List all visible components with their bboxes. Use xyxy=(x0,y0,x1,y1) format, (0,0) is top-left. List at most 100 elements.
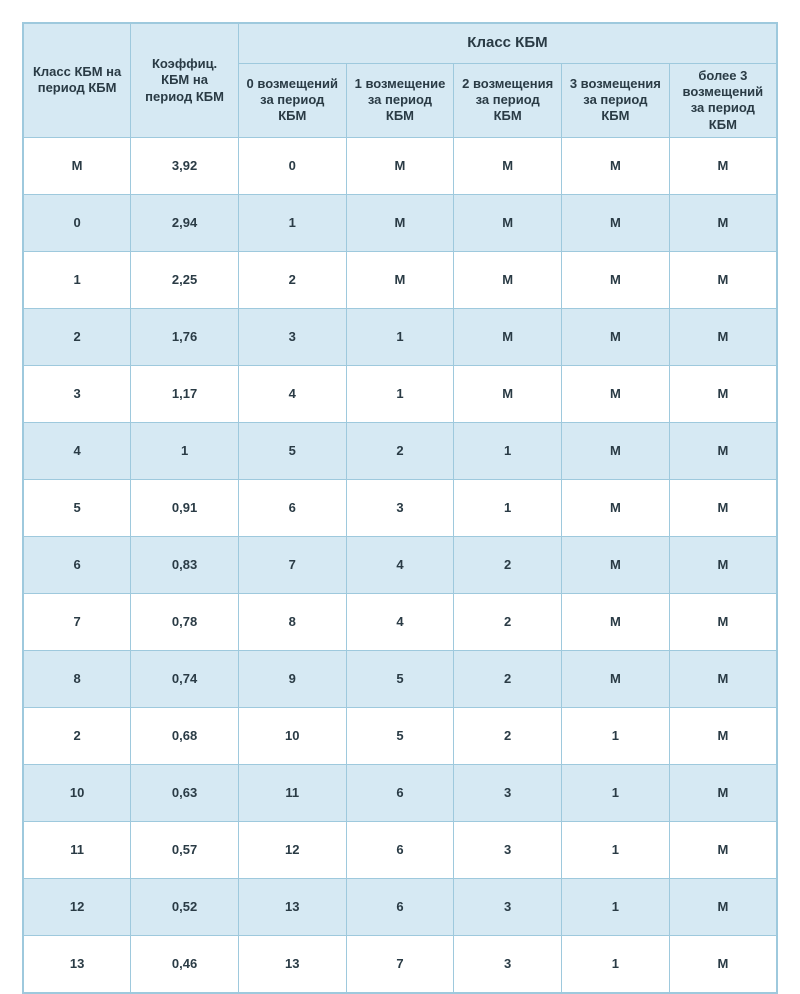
table-cell: 3 xyxy=(454,878,562,935)
table-cell: 6 xyxy=(23,536,131,593)
table-cell: М xyxy=(562,365,670,422)
table-cell: 1 xyxy=(131,422,239,479)
table-cell: М xyxy=(669,707,777,764)
table-row: 21,7631МММ xyxy=(23,308,777,365)
table-cell: М xyxy=(669,650,777,707)
table-cell: 3,92 xyxy=(131,137,239,194)
table-cell: 3 xyxy=(346,479,454,536)
table-cell: 1 xyxy=(23,251,131,308)
table-cell: М xyxy=(562,194,670,251)
table-cell: 1 xyxy=(346,365,454,422)
table-cell: 0,46 xyxy=(131,935,239,993)
table-cell: М xyxy=(669,194,777,251)
table-cell: 2,25 xyxy=(131,251,239,308)
table-cell: М xyxy=(669,593,777,650)
table-cell: М xyxy=(669,308,777,365)
table-cell: 11 xyxy=(238,764,346,821)
table-cell: 1,17 xyxy=(131,365,239,422)
table-row: 20,6810521М xyxy=(23,707,777,764)
table-cell: 0,57 xyxy=(131,821,239,878)
header-sub-4: более 3 возмещений за период КБМ xyxy=(669,63,777,137)
table-cell: 0,83 xyxy=(131,536,239,593)
header-span-kbm-class: Класс КБМ xyxy=(238,23,777,63)
table-cell: М xyxy=(454,194,562,251)
table-cell: М xyxy=(562,422,670,479)
table-cell: 13 xyxy=(238,935,346,993)
table-cell: 2 xyxy=(454,593,562,650)
table-cell: 4 xyxy=(346,536,454,593)
table-cell: 2 xyxy=(454,707,562,764)
table-cell: 10 xyxy=(23,764,131,821)
table-row: М3,920ММММ xyxy=(23,137,777,194)
table-cell: 2 xyxy=(346,422,454,479)
table-cell: 2 xyxy=(23,308,131,365)
table-cell: 3 xyxy=(238,308,346,365)
header-sub-1: 1 возмещение за период КБМ xyxy=(346,63,454,137)
table-cell: 6 xyxy=(346,878,454,935)
table-cell: М xyxy=(562,479,670,536)
header-col-coeff: Коэффиц. КБМ на период КБМ xyxy=(131,23,239,137)
table-cell: М xyxy=(562,593,670,650)
table-cell: 0 xyxy=(238,137,346,194)
table-cell: 12 xyxy=(238,821,346,878)
table-cell: М xyxy=(669,251,777,308)
table-cell: 1 xyxy=(346,308,454,365)
table-cell: М xyxy=(562,137,670,194)
table-cell: 2 xyxy=(454,536,562,593)
table-cell: 0 xyxy=(23,194,131,251)
table-row: 70,78842ММ xyxy=(23,593,777,650)
table-cell: М xyxy=(669,365,777,422)
table-cell: 8 xyxy=(23,650,131,707)
table-row: 110,5712631М xyxy=(23,821,777,878)
table-cell: 9 xyxy=(238,650,346,707)
table-row: 60,83742ММ xyxy=(23,536,777,593)
table-cell: 7 xyxy=(23,593,131,650)
table-row: 12,252ММММ xyxy=(23,251,777,308)
table-cell: М xyxy=(669,821,777,878)
table-cell: 0,68 xyxy=(131,707,239,764)
table-cell: 5 xyxy=(23,479,131,536)
table-row: 41521ММ xyxy=(23,422,777,479)
table-cell: 1 xyxy=(562,878,670,935)
table-cell: М xyxy=(562,650,670,707)
kbm-table: Класс КБМ на период КБМ Коэффиц. КБМ на … xyxy=(22,22,778,994)
table-row: 120,5213631М xyxy=(23,878,777,935)
table-cell: М xyxy=(669,422,777,479)
header-sub-3: 3 возмещения за период КБМ xyxy=(562,63,670,137)
table-cell: 2 xyxy=(454,650,562,707)
table-cell: 13 xyxy=(238,878,346,935)
table-cell: М xyxy=(346,194,454,251)
table-cell: 8 xyxy=(238,593,346,650)
table-cell: 3 xyxy=(454,821,562,878)
table-cell: 4 xyxy=(346,593,454,650)
table-cell: М xyxy=(669,137,777,194)
table-cell: 7 xyxy=(346,935,454,993)
table-cell: 1 xyxy=(562,821,670,878)
table-cell: 4 xyxy=(23,422,131,479)
table-cell: 3 xyxy=(23,365,131,422)
table-cell: 0,74 xyxy=(131,650,239,707)
table-cell: М xyxy=(454,137,562,194)
table-cell: 0,52 xyxy=(131,878,239,935)
table-cell: 6 xyxy=(238,479,346,536)
table-row: 50,91631ММ xyxy=(23,479,777,536)
table-row: 100,6311631М xyxy=(23,764,777,821)
table-cell: 11 xyxy=(23,821,131,878)
table-cell: 0,91 xyxy=(131,479,239,536)
table-cell: М xyxy=(346,137,454,194)
table-cell: 5 xyxy=(346,650,454,707)
table-cell: 4 xyxy=(238,365,346,422)
table-cell: М xyxy=(562,536,670,593)
table-cell: М xyxy=(562,308,670,365)
table-cell: 3 xyxy=(454,935,562,993)
table-header: Класс КБМ на период КБМ Коэффиц. КБМ на … xyxy=(23,23,777,137)
table-cell: М xyxy=(669,479,777,536)
table-cell: 0,63 xyxy=(131,764,239,821)
table-cell: 10 xyxy=(238,707,346,764)
table-cell: 1 xyxy=(454,422,562,479)
table-row: 80,74952ММ xyxy=(23,650,777,707)
table-cell: 1 xyxy=(562,764,670,821)
table-cell: 6 xyxy=(346,764,454,821)
header-col-class: Класс КБМ на период КБМ xyxy=(23,23,131,137)
table-cell: 7 xyxy=(238,536,346,593)
